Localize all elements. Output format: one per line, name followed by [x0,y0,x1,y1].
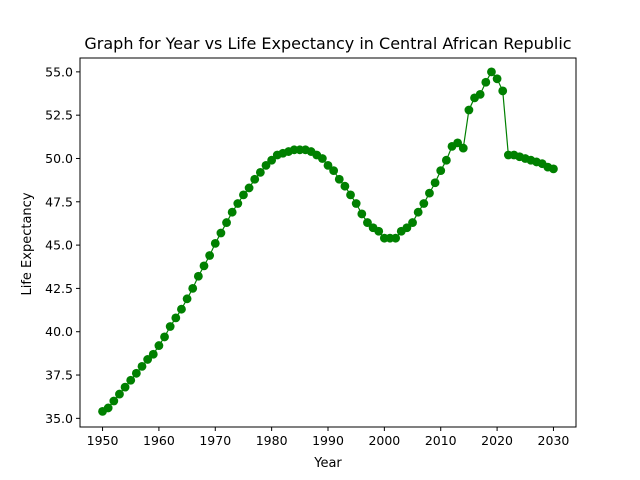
data-point [363,218,372,227]
data-point [131,368,141,378]
y-tick-label: 42.5 [45,281,73,296]
y-tick-label: 47.5 [45,194,73,209]
plot-frame [79,57,577,428]
data-point [487,67,496,77]
data-point [148,349,158,359]
x-tick-label: 2010 [425,433,457,448]
x-tick-label: 1990 [312,433,344,448]
y-tick-label: 50.0 [45,151,73,166]
y-tick-label: 45.0 [45,238,73,253]
data-point [334,174,344,184]
data-point [481,77,491,87]
y-tick-label: 52.5 [45,108,73,123]
data-point [453,138,463,148]
data-point [498,86,508,96]
x-tick-label: 2030 [538,433,570,448]
data-point [244,183,254,193]
data-point [182,294,192,304]
data-point [402,223,412,233]
data-point [419,199,429,208]
data-point [255,167,265,177]
data-point [391,233,401,243]
data-point [137,361,147,371]
data-point [441,155,451,165]
data-point [171,313,181,323]
data-point [492,74,502,84]
data-point [109,396,119,406]
data-point [165,322,175,331]
data-point [408,218,417,227]
data-point [222,218,231,227]
y-axis-label: Life Expectancy [20,192,35,295]
data-point [340,181,350,191]
x-tick-label: 1970 [199,433,231,448]
y-axis: 35.0 37.5 40.0 42.5 45.0 47.5 50.0 52.5 55.0 [45,64,80,426]
data-point [177,304,186,314]
y-tick-label: 55.0 [45,64,73,79]
y-tick-label: 35.0 [45,411,73,426]
data-point [250,174,260,184]
data-point [143,355,153,364]
data-point [430,178,440,188]
data-point [115,389,124,399]
data-point [267,155,277,165]
data-point [329,166,339,176]
data-point [216,228,226,238]
data-point [436,166,446,176]
data-point [103,403,113,413]
data-point [458,143,468,153]
data-point [239,190,248,200]
data-point [413,207,423,217]
data-point [199,261,209,271]
series-life-expectancy [98,67,558,416]
y-tick-label: 40.0 [45,324,73,339]
x-tick-label: 2000 [368,433,400,448]
data-point [188,284,198,293]
data-point [227,207,237,217]
data-point [120,382,130,392]
x-axis: 1950 1960 1970 1980 1990 2000 2010 2020 2030 [87,427,570,448]
x-tick-label: 2020 [481,433,513,448]
data-point [323,161,333,170]
data-point [233,199,243,208]
data-point [346,190,355,200]
y-tick-label: 37.5 [45,368,73,383]
x-tick-label: 1950 [87,433,119,448]
data-point [317,154,327,163]
data-point [210,238,220,248]
data-point [374,226,384,236]
data-point [464,105,474,115]
data-point [475,89,485,99]
data-point [193,271,203,281]
data-point [205,251,215,260]
x-tick-label: 1980 [256,433,288,448]
chart-title: Graph for Year vs Life Expectancy in Cen… [84,34,571,53]
data-point [261,161,271,170]
x-axis-label: Year [313,456,342,471]
series-line [102,70,554,412]
data-point [154,341,164,350]
data-point [126,375,136,385]
data-point [351,199,361,208]
data-point [549,164,558,174]
data-point [425,188,434,198]
data-point [357,209,367,219]
x-tick-label: 1960 [143,433,175,448]
data-point [160,332,169,342]
